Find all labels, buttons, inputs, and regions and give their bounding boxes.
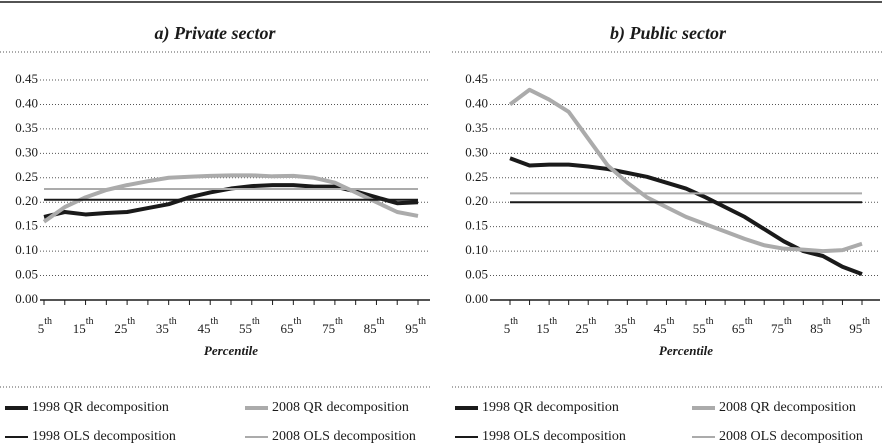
x-tick-label: 45th [197,316,218,336]
y-tick-label: 0.45 [465,71,488,86]
x-tick-label: 5th [38,316,52,336]
x-tick-label: 35th [615,316,636,336]
x-tick-suffix: th [823,316,831,327]
y-tick-label: 0.25 [15,169,38,184]
x-tick-number: 75 [322,321,335,336]
x-tick-number: 95 [405,321,418,336]
series-line [508,87,863,254]
x-tick-label: 85th [810,316,831,336]
x-tick-label: 55th [239,316,260,336]
x-tick-suffix: th [44,316,52,327]
x-tick-suffix: th [784,316,792,327]
x-tick-suffix: th [418,316,426,327]
legend-label: 2008 QR decomposition [719,400,856,415]
x-tick-suffix: th [335,316,343,327]
x-tick-number: 85 [810,321,823,336]
x-tick-label: 25th [575,316,596,336]
x-tick-suffix: th [588,316,596,327]
x-tick-number: 45 [197,321,210,336]
x-tick-label: 75th [322,316,343,336]
x-tick-number: 35 [156,321,169,336]
x-tick-label: 75th [771,316,792,336]
legend-label: 2008 QR decomposition [272,400,409,415]
y-tick-label: 0.25 [465,169,488,184]
x-tick-suffix: th [86,316,94,327]
y-tick-label: 0.40 [15,95,38,110]
x-tick-suffix: th [862,316,870,327]
y-tick-label: 0.35 [15,120,38,135]
x-tick-number: 15 [73,321,86,336]
x-tick-suffix: th [210,316,218,327]
x-tick-number: 35 [615,321,628,336]
x-tick-suffix: th [667,316,675,327]
x-axis-title: Percentile [204,343,258,358]
x-tick-suffix: th [628,316,636,327]
x-tick-label: 15th [536,316,557,336]
legend-label: 2008 OLS decomposition [719,429,863,444]
y-tick-label: 0.30 [15,144,38,159]
x-tick-suffix: th [294,316,302,327]
x-tick-label: 85th [364,316,385,336]
legend-label: 1998 QR decomposition [482,400,619,415]
x-tick-number: 15 [536,321,549,336]
y-tick-label: 0.10 [15,242,38,257]
x-tick-suffix: th [127,316,135,327]
x-tick-number: 5 [38,321,45,336]
x-tick-number: 25 [575,321,588,336]
x-tick-suffix: th [377,316,385,327]
y-tick-label: 0.30 [465,144,488,159]
x-tick-label: 95th [849,316,870,336]
x-tick-number: 5 [504,321,511,336]
y-tick-label: 0.20 [465,193,488,208]
x-tick-number: 75 [771,321,784,336]
x-tick-label: 55th [693,316,714,336]
x-tick-label: 25th [114,316,135,336]
y-tick-label: 0.00 [15,291,38,306]
x-tick-label: 65th [281,316,302,336]
x-tick-number: 85 [364,321,377,336]
chart-title: a) Private sector [155,23,277,44]
y-tick-label: 0.15 [465,218,488,233]
legend-label: 1998 OLS decomposition [32,429,176,444]
y-tick-label: 0.05 [15,267,38,282]
x-tick-number: 25 [114,321,127,336]
x-tick-number: 45 [654,321,667,336]
x-tick-suffix: th [252,316,260,327]
y-tick-label: 0.00 [465,291,488,306]
chart-title: b) Public sector [610,23,727,44]
x-tick-number: 95 [849,321,862,336]
x-tick-suffix: th [169,316,177,327]
x-tick-suffix: th [510,316,518,327]
y-tick-label: 0.40 [465,95,488,110]
x-tick-label: 95th [405,316,426,336]
legend-label: 1998 OLS decomposition [482,429,626,444]
x-tick-label: 45th [654,316,675,336]
legend-label: 1998 QR decomposition [32,400,169,415]
x-tick-label: 15th [73,316,94,336]
x-tick-number: 55 [239,321,252,336]
x-tick-suffix: th [745,316,753,327]
x-tick-suffix: th [706,316,714,327]
y-tick-label: 0.10 [465,242,488,257]
x-tick-number: 65 [732,321,745,336]
y-tick-label: 0.20 [15,193,38,208]
x-tick-label: 65th [732,316,753,336]
y-tick-label: 0.35 [465,120,488,135]
y-tick-label: 0.15 [15,218,38,233]
x-tick-label: 5th [504,316,518,336]
x-tick-number: 55 [693,321,706,336]
x-tick-suffix: th [549,316,557,327]
y-tick-label: 0.05 [465,267,488,282]
x-tick-number: 65 [281,321,294,336]
x-axis-title: Percentile [659,343,713,358]
legend-label: 2008 OLS decomposition [272,429,416,444]
y-tick-label: 0.45 [15,71,38,86]
x-tick-label: 35th [156,316,177,336]
